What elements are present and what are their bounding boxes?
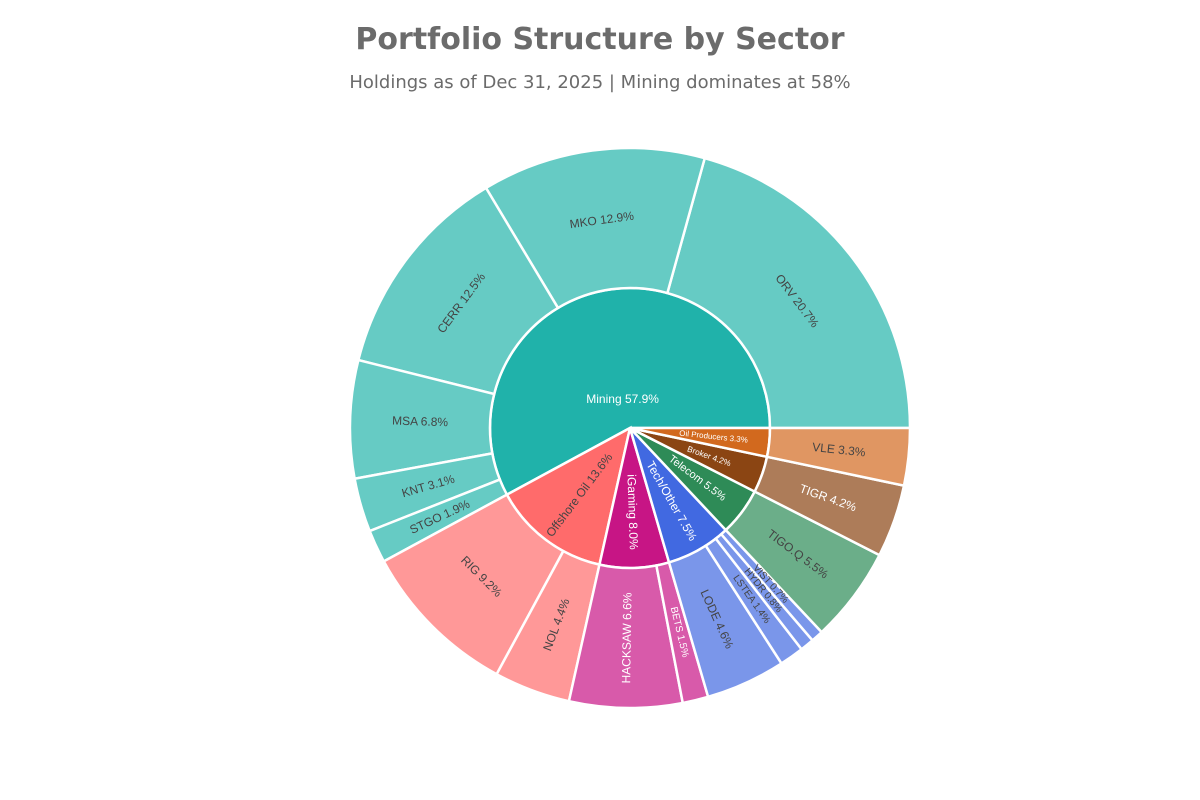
holding-label-msa: MSA 6.8% <box>392 414 449 430</box>
holding-slice-vle[interactable] <box>765 426 912 488</box>
sector-label-mining: Mining 57.9% <box>586 392 659 406</box>
chart-subtitle: Holdings as of Dec 31, 2025 | Mining dom… <box>349 72 851 93</box>
holding-ring <box>348 146 912 710</box>
holding-label-vle: VLE 3.3% <box>812 440 867 459</box>
holding-slice-orv[interactable] <box>665 156 912 430</box>
holding-label-hacksaw: HACKSAW 6.6% <box>619 592 634 683</box>
sector-label-igaming: iGaming 8.0% <box>624 474 640 550</box>
holding-slice-mko[interactable] <box>484 146 707 310</box>
chart-title: Portfolio Structure by Sector <box>355 22 845 57</box>
